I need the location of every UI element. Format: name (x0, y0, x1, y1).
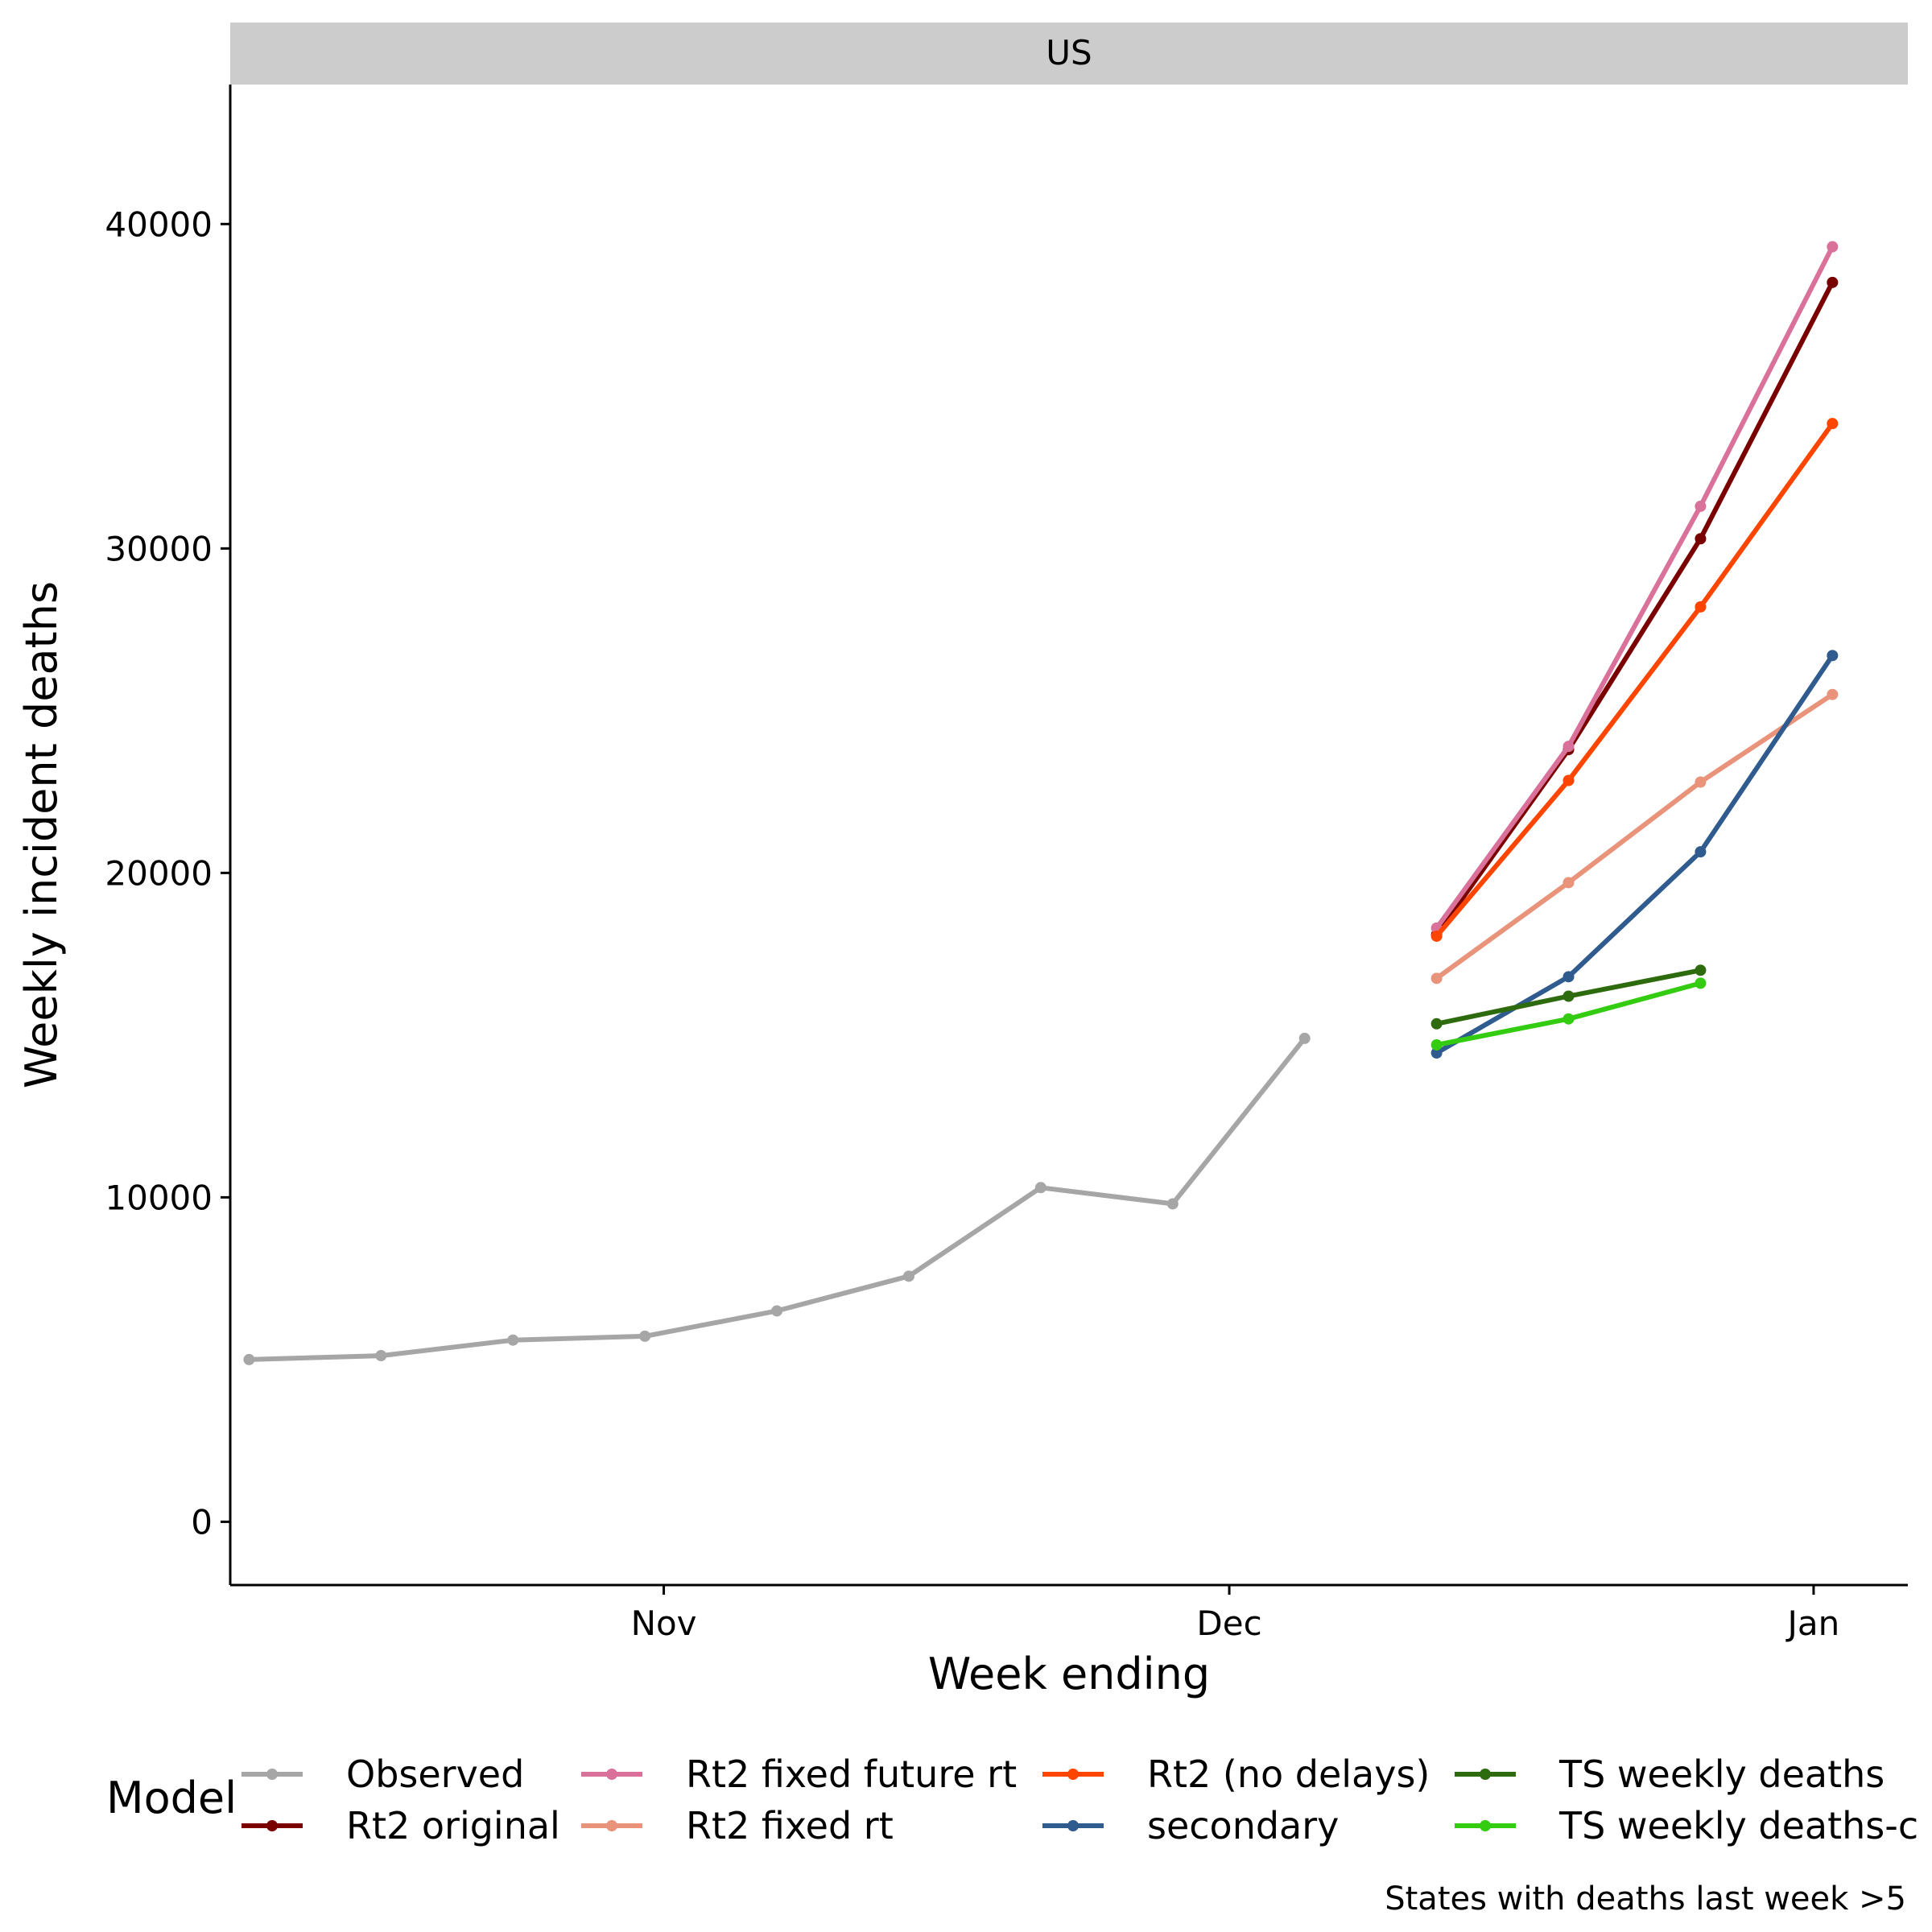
data-point (639, 1330, 651, 1342)
y-tick-label: 0 (191, 1502, 213, 1542)
series-rt2-fixed-future-rt (1430, 241, 1839, 934)
data-point (1430, 972, 1443, 985)
legend-label: Rt2 (no delays) (1147, 1752, 1430, 1796)
legend-swatch-point (1067, 1769, 1079, 1780)
series-rt2-fixed-rt (1430, 688, 1839, 985)
y-tick-label: 30000 (105, 529, 213, 568)
legend-item: secondary (1042, 1804, 1339, 1847)
data-point (1166, 1198, 1179, 1210)
series-line (1435, 281, 1835, 936)
legend-label: TS weekly deaths (1558, 1752, 1885, 1796)
series-layer (243, 241, 1839, 1365)
data-point (1563, 877, 1575, 889)
legend-swatch-point (606, 1820, 617, 1831)
y-axis-title: Weekly incident deaths (16, 581, 67, 1088)
data-point (1695, 776, 1707, 788)
y-axis-ticks: 0 10000 20000 30000 40000 (105, 204, 230, 1542)
data-point (1430, 1018, 1443, 1030)
series-rt2-no-delays (1430, 418, 1839, 942)
series-line (1435, 422, 1835, 938)
data-point (1298, 1032, 1311, 1044)
legend-item: TS weekly deaths-c (1455, 1804, 1918, 1847)
legend-item: Rt2 fixed rt (581, 1804, 894, 1847)
legend-label: Rt2 fixed future rt (686, 1752, 1017, 1796)
x-tick-label: Dec (1196, 1604, 1261, 1643)
x-axis-title: Week ending (928, 1649, 1210, 1699)
legend-label: secondary (1147, 1804, 1339, 1847)
data-point (243, 1353, 255, 1365)
data-point (1695, 964, 1707, 976)
series-line (1435, 246, 1835, 930)
data-point (1430, 1038, 1443, 1051)
series-secondary (1430, 650, 1839, 1059)
legend-item: Rt2 (no delays) (1042, 1752, 1430, 1796)
data-point (1695, 977, 1707, 989)
series-ts-weekly-deaths-only (1430, 977, 1707, 1051)
data-point (1827, 276, 1839, 288)
legend-item: Rt2 original (242, 1804, 560, 1847)
data-point (1827, 418, 1839, 430)
legend-swatch-point (1067, 1820, 1079, 1831)
legend-swatch-point (1480, 1769, 1491, 1780)
y-tick-label: 20000 (105, 853, 213, 893)
x-tick-label: Jan (1785, 1604, 1840, 1643)
data-point (1827, 650, 1839, 662)
series-line (1435, 692, 1834, 980)
legend-swatch-point (606, 1769, 617, 1780)
data-point (771, 1305, 783, 1317)
facet-label: US (1046, 33, 1092, 72)
x-axis-ticks: Nov Dec Jan (631, 1585, 1840, 1643)
legend-item: TS weekly deaths (1455, 1752, 1885, 1796)
legend-swatch-point (266, 1820, 278, 1831)
legend-label: Observed (346, 1752, 524, 1796)
data-point (1563, 774, 1575, 786)
data-point (1827, 688, 1839, 700)
legend-item: Observed (242, 1752, 524, 1796)
facet-strip (230, 23, 1908, 85)
data-point (1563, 741, 1575, 753)
data-point (507, 1334, 519, 1346)
data-point (1695, 500, 1707, 512)
data-point (1430, 1047, 1443, 1059)
legend-title: Model (106, 1773, 237, 1823)
caption: States with deaths last week >5 (1385, 1880, 1906, 1918)
data-point (902, 1270, 914, 1282)
legend: Observed Rt2 original Rt2 fixed future rt R… (242, 1752, 1918, 1847)
series-rt2-original (1430, 276, 1839, 940)
y-tick-label: 10000 (105, 1178, 213, 1217)
legend-swatch-point (1480, 1820, 1491, 1831)
data-point (1695, 533, 1707, 545)
series-line (1435, 654, 1835, 1055)
y-tick-label: 40000 (105, 204, 213, 244)
data-point (1430, 930, 1443, 942)
data-point (1563, 990, 1575, 1002)
data-point (1827, 241, 1839, 253)
data-point (1034, 1182, 1046, 1194)
series-observed (243, 1032, 1311, 1365)
data-point (1695, 846, 1707, 858)
x-tick-label: Nov (631, 1604, 697, 1643)
data-point (375, 1350, 387, 1362)
legend-item: Rt2 fixed future rt (581, 1752, 1017, 1796)
series-ts-weekly-deaths (1430, 964, 1707, 1030)
legend-label: Rt2 fixed rt (686, 1804, 894, 1847)
legend-label: TS weekly deaths-c (1558, 1804, 1918, 1847)
legend-swatch-point (266, 1769, 278, 1780)
legend-label: Rt2 original (346, 1804, 560, 1847)
data-point (1563, 1013, 1575, 1025)
data-point (1563, 971, 1575, 983)
data-point (1695, 601, 1707, 613)
